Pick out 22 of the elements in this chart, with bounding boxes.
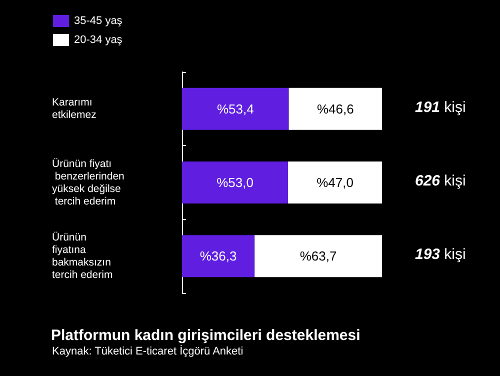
text: Kaynak: Tüketici E-ticaret İçgörü Anketi <box>52 344 244 358</box>
data-label: %63,7 <box>300 248 337 264</box>
text: 193 kişi <box>415 246 466 264</box>
text: 626 kişi <box>415 172 466 190</box>
bar <box>182 162 288 204</box>
y-tick-label: Ürünün fiyatına bakmaksızın tercih ederim <box>52 231 114 281</box>
data-label: %53,0 <box>216 175 254 190</box>
text: 191 kişi <box>415 98 466 116</box>
bar <box>182 88 289 130</box>
data-label: %53,4 <box>216 101 254 116</box>
bar <box>288 88 382 130</box>
data-label: %47,0 <box>316 175 354 190</box>
legend-label: 20-34 yaş <box>74 34 123 46</box>
data-label: %46,6 <box>316 101 354 116</box>
bar <box>254 235 382 278</box>
legend-label: 35-45 yaş <box>74 15 123 27</box>
y-tick-label: Kararımı etkilemez <box>52 96 96 122</box>
y-tick-label: Ürünün fiyatı benzerlerinden yüksek değilse tercih ederim <box>52 158 128 208</box>
text: Platformun kadın girişimcileri desteklemesi <box>51 327 360 344</box>
bar <box>288 162 382 204</box>
data-label: %36,3 <box>200 248 237 264</box>
bar <box>182 235 255 278</box>
